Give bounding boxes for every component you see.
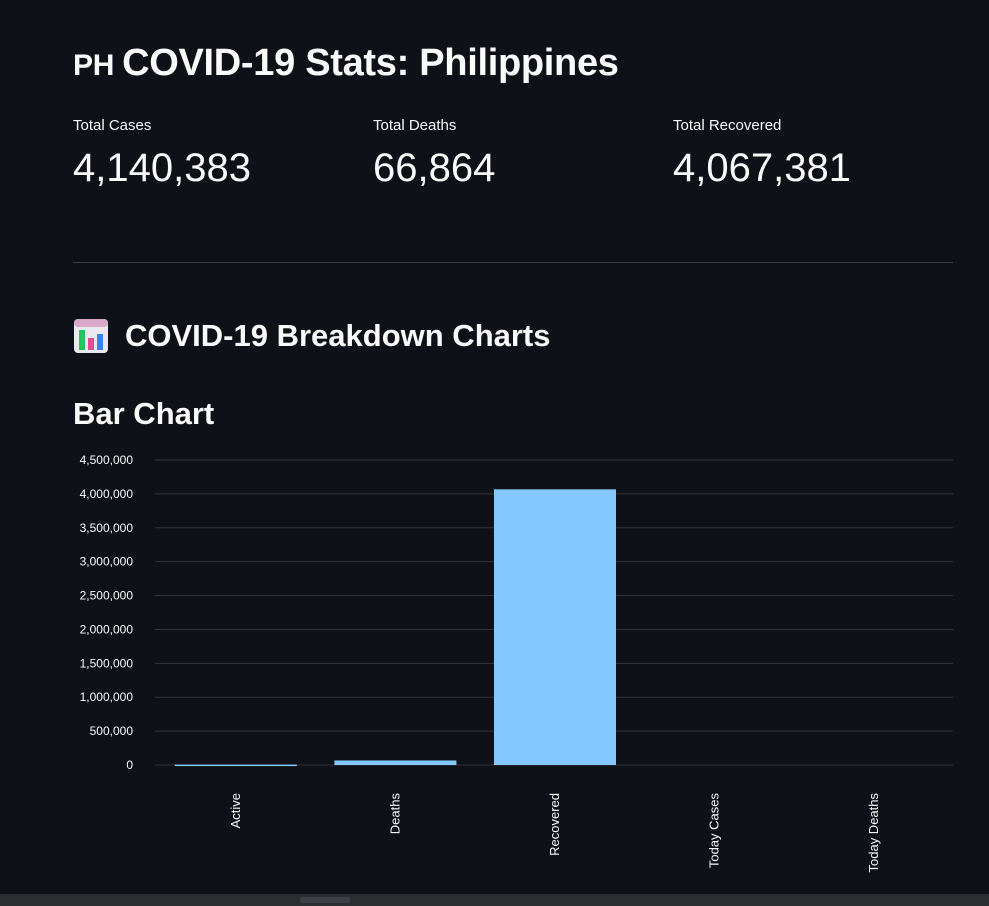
metric-total-cases: Total Cases 4,140,383 [73,117,373,191]
flag-label: PH [73,49,115,82]
metric-value: 66,864 [373,146,496,190]
bar-recovered[interactable] [494,489,616,765]
metric-total-deaths: Total Deaths 66,864 [373,117,673,191]
x-tick-label: Today Cases [707,793,722,869]
bottom-bar [0,894,989,906]
metric-value: 4,067,381 [673,146,851,190]
bottom-tab[interactable] [300,897,350,903]
y-tick-label: 2,000,000 [80,622,134,636]
y-tick-label: 3,000,000 [80,555,134,569]
y-tick-label: 3,500,000 [80,521,134,535]
breakdown-title-text: COVID-19 Breakdown Charts [125,318,551,353]
page-title: PH COVID-19 Stats: Philippines [73,42,619,85]
y-tick-label: 1,500,000 [80,656,134,670]
bar-chart-emoji-icon [74,319,108,353]
x-tick-label: Deaths [387,793,402,835]
x-tick-label: Active [228,793,243,828]
page-title-text: COVID-19 Stats: Philippines [122,42,619,84]
metric-label: Total Deaths [373,117,457,134]
y-tick-label: 4,500,000 [80,453,134,467]
bar-deaths[interactable] [334,760,457,765]
y-tick-label: 1,000,000 [80,690,134,704]
divider [73,262,953,263]
bar-chart-container: 0 500,000 1,000,000 1,500,000 2,000,000 2,500… [73,450,953,885]
x-tick-label: Today Deaths [866,793,881,873]
x-tick-label: Recovered [547,793,562,856]
bar-chart[interactable]: 0 500,000 1,000,000 1,500,000 2,000,000 2,500… [73,450,953,880]
bar-active[interactable] [174,764,297,767]
metrics-row: Total Cases 4,140,383 Total Deaths 66,86… [73,117,953,207]
y-tick-label: 500,000 [90,724,134,738]
bar-chart-title: Bar Chart [73,396,215,431]
y-tick-label: 4,000,000 [80,487,134,501]
metric-total-recovered: Total Recovered 4,067,381 [673,117,973,191]
metric-label: Total Recovered [673,117,782,134]
metric-label: Total Cases [73,117,152,134]
y-tick-label: 0 [126,758,133,772]
breakdown-section-title: COVID-19 Breakdown Charts [73,318,551,354]
y-tick-label: 2,500,000 [80,589,134,603]
metric-value: 4,140,383 [73,146,251,190]
